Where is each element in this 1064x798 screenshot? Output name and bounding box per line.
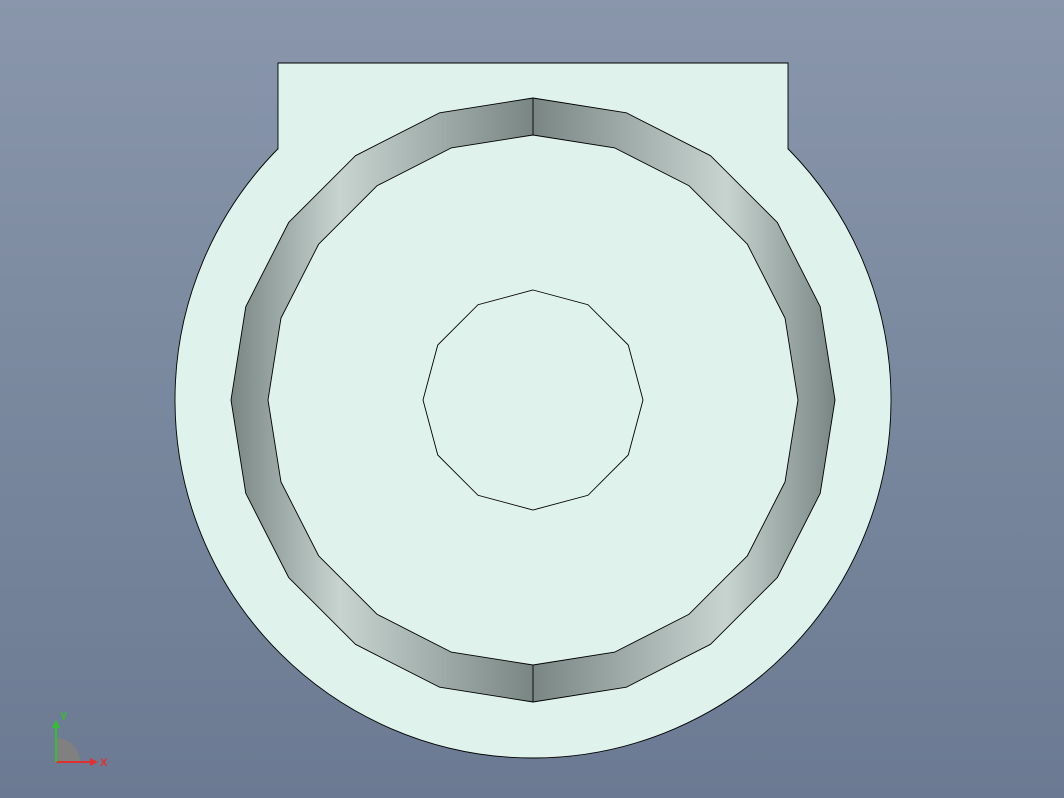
model-canvas[interactable] [0, 0, 1064, 798]
cad-3d-viewport[interactable]: X Y [0, 0, 1064, 798]
